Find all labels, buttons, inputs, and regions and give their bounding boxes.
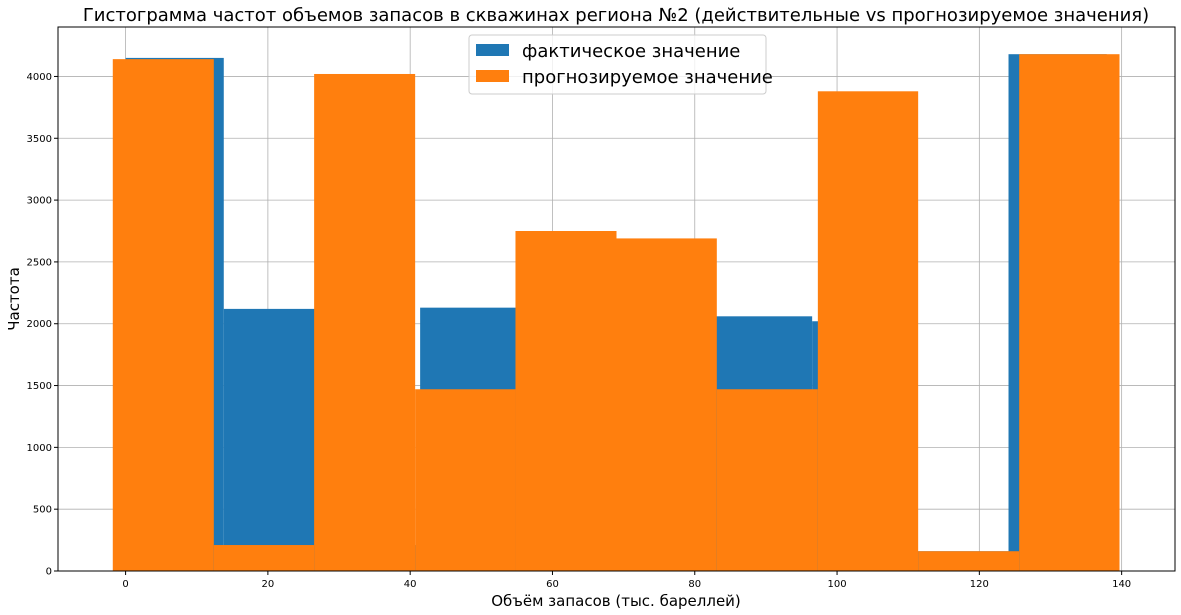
- bar-predicted-7: [817, 91, 919, 572]
- x-axis: 0 20 40 60 80 100 120 140: [122, 571, 1131, 590]
- x-tick-label: 140: [1112, 579, 1131, 590]
- y-tick-label: 1500: [27, 381, 52, 392]
- x-tick-label: 20: [262, 579, 275, 590]
- y-tick-label: 1000: [27, 443, 52, 454]
- bar-predicted-5: [616, 238, 717, 571]
- bar-predicted-2: [314, 73, 416, 572]
- bar-predicted-3: [415, 389, 516, 571]
- series-predicted: [112, 54, 1120, 572]
- y-tick-label: 0: [46, 567, 52, 578]
- bar-actual-1: [223, 308, 322, 571]
- legend-label-predicted: прогнозируемое значение: [522, 67, 773, 88]
- x-tick-label: 40: [404, 579, 417, 590]
- y-axis: 0 500 1000 1500 2000 2500 3000 3500 4000: [27, 72, 58, 578]
- y-tick-label: 500: [33, 505, 52, 516]
- bar-predicted-8: [918, 551, 1020, 571]
- x-tick-label: 100: [828, 579, 847, 590]
- bar-predicted-0: [112, 59, 214, 572]
- x-tick-label: 0: [122, 579, 128, 590]
- y-tick-label: 4000: [27, 72, 52, 83]
- y-tick-label: 3500: [27, 134, 52, 145]
- bar-predicted-6: [716, 389, 818, 571]
- x-axis-label: Объём запасов (тыс. бареллей): [491, 592, 741, 610]
- legend-swatch-predicted: [476, 70, 509, 82]
- y-axis-label: Частота: [5, 267, 23, 331]
- legend: фактическое значение прогнозируемое знач…: [468, 34, 773, 95]
- bar-predicted-1: [213, 545, 315, 571]
- bar-predicted-9: [1019, 54, 1120, 571]
- y-tick-label: 2500: [27, 257, 52, 268]
- y-tick-label: 3000: [27, 196, 52, 207]
- x-tick-label: 80: [688, 579, 701, 590]
- y-tick-label: 2000: [27, 319, 52, 330]
- x-tick-label: 60: [546, 579, 559, 590]
- legend-swatch-actual: [476, 44, 509, 56]
- legend-label-actual: фактическое значение: [522, 41, 740, 62]
- x-tick-label: 120: [970, 579, 989, 590]
- bar-predicted-4: [515, 231, 617, 571]
- legend-box: [468, 34, 767, 95]
- chart-title: Гистограмма частот объемов запасов в скв…: [83, 5, 1149, 26]
- plot-frame: [57, 26, 1176, 572]
